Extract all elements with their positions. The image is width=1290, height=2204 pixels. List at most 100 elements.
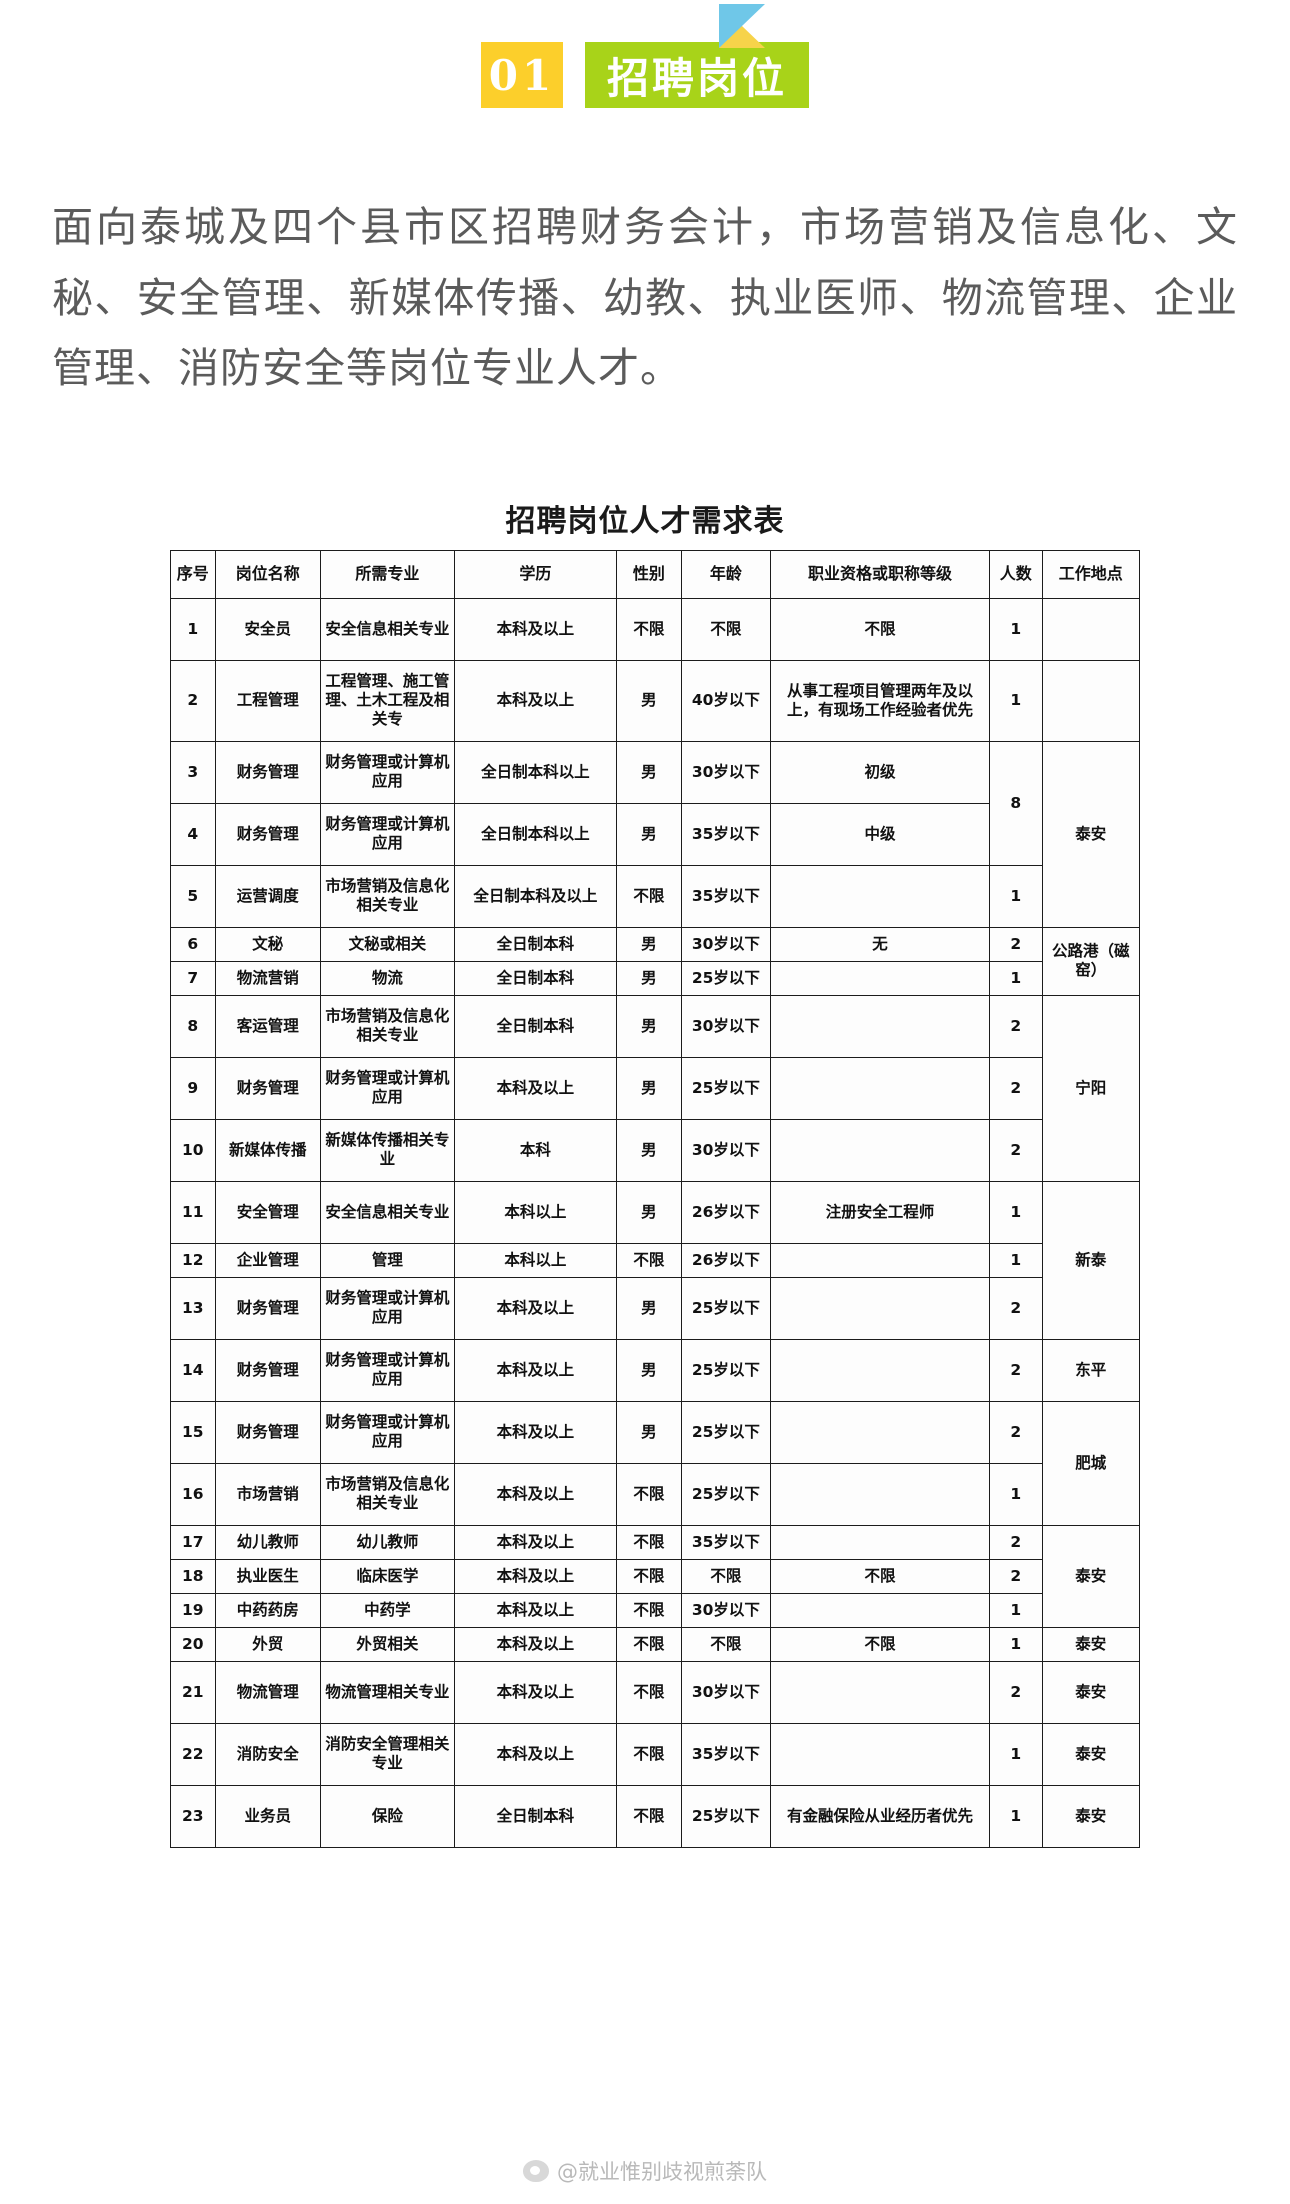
cell-location: 泰安 [1041,1524,1141,1628]
cell-count: 1 [988,1784,1043,1848]
cell-cert: 不限 [770,1626,990,1662]
table-col-header-8: 工作地点 [1041,549,1141,599]
cell-age: 26岁以下 [680,1242,772,1278]
cell-major: 财务管理或计算机应用 [320,1338,455,1402]
cell-age: 25岁以下 [680,1338,772,1402]
cell-location: 公路港（磁窑） [1041,926,1141,996]
cell-count: 1 [988,659,1043,742]
cell-cert [770,1660,990,1724]
cell-no: 7 [170,960,216,996]
cell-edu: 本科及以上 [453,1524,617,1560]
table-row: 6 文秘 文秘或相关 全日制本科男 30岁以下无 2 公路港（磁窑） [170,926,1141,996]
cell-count: 1 [988,1626,1043,1662]
recruitment-table: 序号 岗位名称 所需专业 学历 性别 年龄 职业资格或职称等级 人数 工作地点 1 安全员 安全信息… [170,549,1141,1848]
cell-edu: 全日制本科以上 [453,740,617,804]
table-col-header-7: 人数 [988,549,1043,599]
cell-location: 东平 [1041,1338,1141,1402]
cell-sex: 男 [615,1056,682,1120]
cell-age: 25岁以下 [680,1462,772,1526]
cell-post: 业务员 [214,1784,322,1848]
cell-age: 30岁以下 [680,1660,772,1724]
cell-cert [770,1400,990,1464]
table-col-header-6: 职业资格或职称等级 [770,549,990,599]
cell-no: 17 [170,1524,216,1560]
cell-edu: 本科及以上 [453,1626,617,1662]
cell-location [1041,659,1141,742]
cell-no: 3 [170,740,216,804]
cell-major: 财务管理或计算机应用 [320,802,455,866]
cell-sex: 不限 [615,1558,682,1594]
table-head: 序号 岗位名称 所需专业 学历 性别 年龄 职业资格或职称等级 人数 工作地点 [170,549,1141,599]
cell-no: 14 [170,1338,216,1402]
cell-no: 15 [170,1400,216,1464]
cell-no: 9 [170,1056,216,1120]
cell-cert [770,1338,990,1402]
section-title-badge: 招聘岗位 [584,42,809,108]
cell-major: 幼儿教师 [320,1524,455,1560]
cell-cert [770,1276,990,1340]
cell-post: 文秘 [214,926,322,962]
cell-edu: 全日制本科 [453,994,617,1058]
cell-count: 8 [988,740,1043,866]
cell-major: 安全信息相关专业 [320,597,455,661]
cell-count: 2 [988,994,1043,1058]
cell-count: 1 [988,1242,1043,1278]
table-row: 8 客运管理 市场营销及信息化相关专业 全日制本科男 30岁以下 2 宁阳 [170,994,1141,1182]
cell-cert [770,1722,990,1786]
cell-no: 11 [170,1180,216,1244]
cell-post: 企业管理 [214,1242,322,1278]
cell-post: 新媒体传播 [214,1118,322,1182]
cell-major: 安全信息相关专业 [320,1180,455,1244]
table-row: 2 工程管理 工程管理、施工管理、土木工程及相关专 本科及以上男 40岁以下 从事工程项目… [170,659,1141,742]
cell-cert: 注册安全工程师 [770,1180,990,1244]
cell-major: 新媒体传播相关专业 [320,1118,455,1182]
cell-count: 1 [988,960,1043,996]
cell-count: 2 [988,926,1043,962]
cell-age: 30岁以下 [680,740,772,804]
cell-post: 安全员 [214,597,322,661]
cell-age: 25岁以下 [680,960,772,996]
cell-no: 10 [170,1118,216,1182]
cell-sex: 男 [615,960,682,996]
cell-post: 财务管理 [214,1276,322,1340]
weibo-icon [523,2160,549,2182]
page-banner: 01 招聘岗位 [0,0,1290,148]
cell-major: 保险 [320,1784,455,1848]
table-section: 招聘岗位人才需求表 序号 岗位名称 所需专业 学历 性别 年龄 职业资格或职称等级 人数 工作地… [0,496,1290,1848]
cell-count: 2 [988,1056,1043,1120]
cell-edu: 本科 [453,1118,617,1182]
cell-count: 1 [988,1462,1043,1526]
cell-edu: 本科以上 [453,1242,617,1278]
cell-edu: 本科及以上 [453,1558,617,1594]
cell-age: 不限 [680,1626,772,1662]
cell-post: 财务管理 [214,740,322,804]
cell-post: 执业医生 [214,1558,322,1594]
table-row: 19 中药药房 中药学 本科及以上 不限 30岁以下 1 [170,1592,1140,1628]
cell-count: 1 [988,1592,1043,1628]
cell-sex: 不限 [615,1592,682,1628]
cell-no: 12 [170,1242,216,1278]
cell-location: 新泰 [1041,1180,1141,1340]
cell-sex: 不限 [615,597,682,661]
cell-age: 30岁以下 [680,994,772,1058]
cell-sex: 男 [615,740,682,804]
cell-edu: 全日制本科 [453,926,617,962]
table-row: 7 物流营销 物流 全日制本科男 25岁以下 1 [170,960,1140,996]
cell-location: 宁阳 [1041,994,1141,1182]
cell-age: 25岁以下 [680,1056,772,1120]
cell-location: 肥城 [1041,1400,1141,1526]
table-row: 16 市场营销 市场营销及信息化相关专业 本科及以上 不限 25岁以下 1 [170,1462,1140,1526]
cell-edu: 本科及以上 [453,1056,617,1120]
cell-no: 16 [170,1462,216,1526]
cell-edu: 本科以上 [453,1180,617,1244]
cell-age: 25岁以下 [680,1784,772,1848]
cell-sex: 男 [615,1180,682,1244]
cell-major: 财务管理或计算机应用 [320,740,455,804]
cell-edu: 本科及以上 [453,1276,617,1340]
cell-count: 2 [988,1558,1043,1594]
cell-cert [770,994,990,1058]
table-title: 招聘岗位人才需求表 [505,503,785,539]
cell-edu: 本科及以上 [453,1660,617,1724]
cell-post: 物流营销 [214,960,322,996]
cell-count: 2 [988,1524,1043,1560]
